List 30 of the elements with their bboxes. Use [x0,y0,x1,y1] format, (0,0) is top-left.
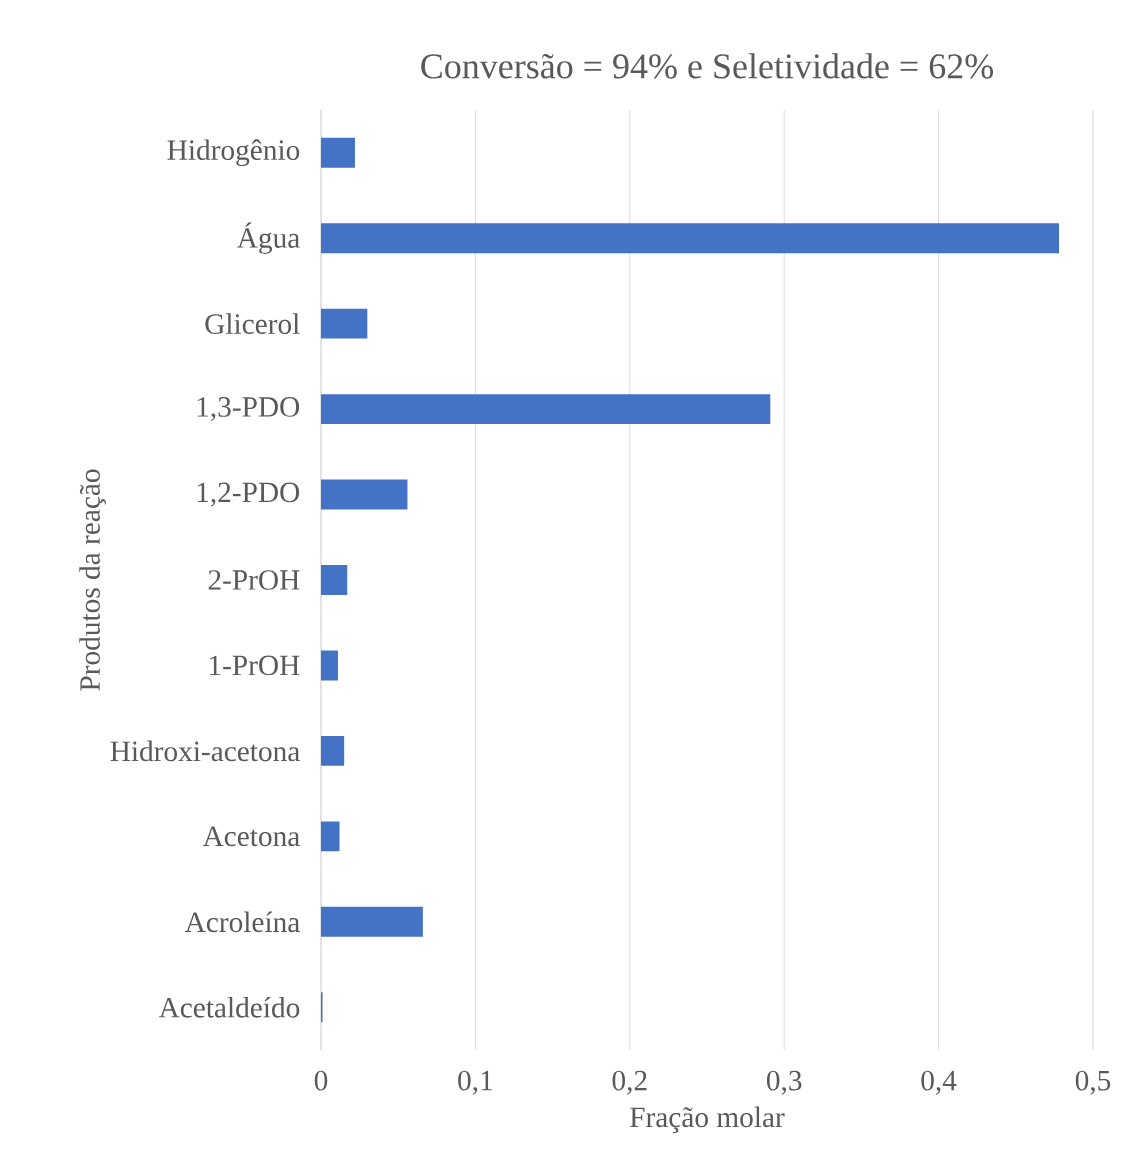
y-tick-label: Glicerol [205,313,300,334]
chart-title: Conversão = 94% e Seletividade = 62% [421,53,994,79]
bar [321,308,368,339]
y-tick-label: 1-PrOH [209,655,300,676]
x-axis-title: Fração molar [630,1106,785,1134]
y-tick-label: 2-PrOH [208,570,300,590]
y-tick-label: Hidrogênio [167,139,300,167]
bar [321,650,338,681]
x-tick-label: 0,1 [458,1070,492,1095]
bar [321,821,340,852]
bar [321,565,348,595]
y-tick-label: Acetaldeído [158,996,300,1018]
bar [321,394,771,425]
x-tick-label: 0 [314,1070,328,1091]
bar [321,137,355,168]
x-tick-label: 0,2 [612,1070,647,1095]
y-tick-label: 1,2-PDO [197,482,300,507]
y-tick-label: Acetona [202,826,300,847]
x-tick-label: 0,4 [921,1070,957,1095]
bar [321,223,1060,254]
y-axis-title: Produtos da reação [79,469,106,691]
y-tick-label: Hidroxi-acetona [110,740,300,762]
bar [321,479,408,510]
y-tick-label: 1,3-PDO [197,397,300,422]
bar [321,735,345,766]
x-tick-label: 0,3 [766,1070,802,1095]
bar [321,906,423,937]
y-tick-label: Acroleína [184,911,300,933]
x-tick-label: 0,5 [1075,1070,1111,1095]
y-tick-label: Água [237,222,300,254]
